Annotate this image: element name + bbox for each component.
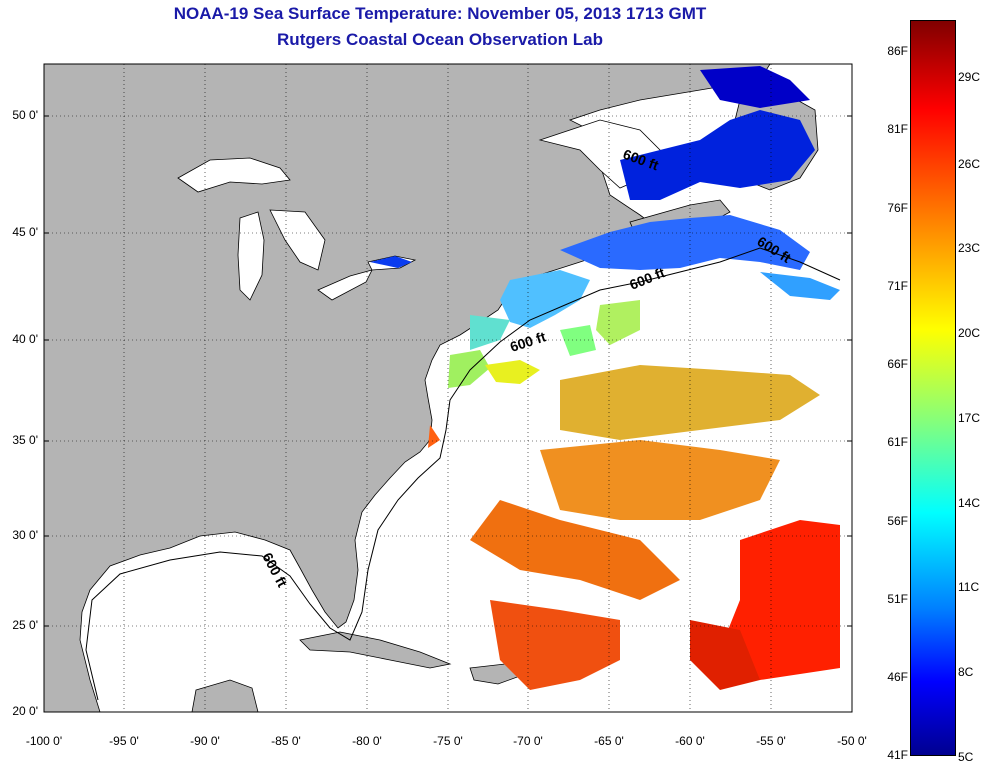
lake-michigan xyxy=(237,211,265,301)
lat-label-50: 50 0' xyxy=(12,108,38,122)
colorbar-f-51: 51F xyxy=(887,592,908,606)
graticule xyxy=(44,64,852,712)
lon-label-70: -70 0' xyxy=(513,734,543,748)
colorbar-f-46: 46F xyxy=(887,670,908,684)
colorbar-f-71: 71F xyxy=(887,279,908,293)
yucatan-land xyxy=(191,679,259,712)
colorbar-c-26: 26C xyxy=(958,157,981,171)
hispaniola-land xyxy=(469,663,521,685)
colorbar-c-17: 17C xyxy=(958,411,981,425)
colorbar-c-14: 14C xyxy=(958,496,981,510)
lon-label-65: -65 0' xyxy=(594,734,624,748)
lon-label-80: -80 0' xyxy=(352,734,382,748)
sst-data-layer xyxy=(370,66,840,690)
colorbar-c-23: 23C xyxy=(958,241,981,255)
lon-label-85: -85 0' xyxy=(271,734,301,748)
colorbar-f-61: 61F xyxy=(887,435,908,449)
lon-label-55: -55 0' xyxy=(756,734,786,748)
lat-label-35: 35 0' xyxy=(12,433,38,447)
colorbar-c-5: 5C xyxy=(958,750,974,764)
colorbar-f-76: 76F xyxy=(887,201,908,215)
colorbar-c-20: 20C xyxy=(958,326,981,340)
lake-erie xyxy=(317,269,373,301)
temperature-colorbar xyxy=(910,20,956,756)
colorbar-f-66: 66F xyxy=(887,357,908,371)
lon-label-75: -75 0' xyxy=(433,734,463,748)
colorbar-f-81: 81F xyxy=(887,122,908,136)
colorbar-f-56: 56F xyxy=(887,514,908,528)
axis-ticks xyxy=(44,115,852,627)
cuba-land xyxy=(299,631,452,669)
lon-label-50: -50 0' xyxy=(837,734,867,748)
colorbar-c-11: 11C xyxy=(958,580,980,594)
colorbar-f-41: 41F xyxy=(887,748,908,762)
lon-label-60: -60 0' xyxy=(675,734,705,748)
lat-label-30: 30 0' xyxy=(12,528,38,542)
colorbar-f-86: 86F xyxy=(887,44,908,58)
isobath-600ft xyxy=(85,247,841,701)
lat-label-40: 40 0' xyxy=(12,332,38,346)
lake-huron xyxy=(269,209,326,271)
map-title: NOAA-19 Sea Surface Temperature: Novembe… xyxy=(173,4,707,23)
map-subtitle: Rutgers Coastal Ocean Observation Lab xyxy=(277,30,603,49)
lat-label-20: 20 0' xyxy=(12,704,38,718)
lat-label-45: 45 0' xyxy=(12,225,38,239)
lon-label-90: -90 0' xyxy=(190,734,220,748)
lon-label-95: -95 0' xyxy=(109,734,139,748)
colorbar-c-29: 29C xyxy=(958,70,981,84)
lat-label-25: 25 0' xyxy=(12,618,38,632)
colorbar-c-8: 8C xyxy=(958,665,974,679)
map-frame xyxy=(43,63,853,713)
lon-label-100: -100 0' xyxy=(25,734,63,748)
lake-superior xyxy=(177,157,291,193)
